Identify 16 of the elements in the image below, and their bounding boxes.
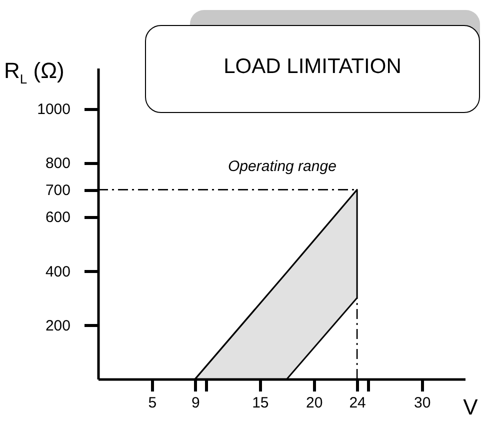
x-tick-label: 15 (252, 394, 269, 412)
annotation: Operating range (228, 158, 336, 175)
y-tick-label: 1000 (37, 101, 70, 118)
y-tick-label: 600 (45, 209, 70, 226)
x-axis-title: V (463, 394, 478, 420)
x-tick-label: 30 (414, 394, 431, 412)
y-tick-label: 400 (45, 263, 70, 280)
x-tick-label: 9 (191, 394, 200, 412)
y-axis-title: R$_{L}$ (Ω) (4, 58, 64, 86)
y-tick-label: 200 (45, 317, 70, 334)
x-tick-label: 24 (349, 394, 366, 412)
x-tick-label: 5 (148, 394, 157, 412)
x-tick-label: 20 (306, 394, 323, 412)
y-tick-label: 800 (45, 155, 70, 172)
y-tick-label: 700 (45, 182, 70, 200)
chart-title: LOAD LIMITATION (222, 55, 402, 79)
